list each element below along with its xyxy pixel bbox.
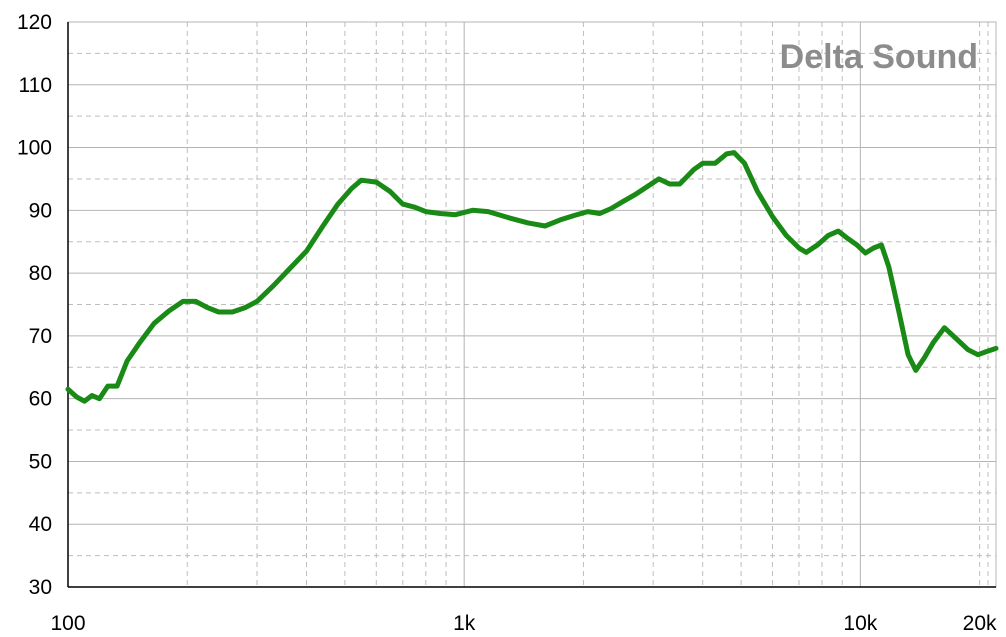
y-tick-label: 50 xyxy=(29,450,52,473)
y-tick-label: 70 xyxy=(29,325,52,348)
grid xyxy=(68,22,996,587)
x-tick-label: 20k xyxy=(963,612,997,635)
series-line xyxy=(65,150,999,404)
watermark: Delta Sound xyxy=(780,38,978,76)
y-tick-label: 110 xyxy=(19,74,52,97)
y-tick-label: 40 xyxy=(29,513,52,536)
series xyxy=(65,150,999,404)
x-tick-label: 100 xyxy=(50,612,85,635)
tick-labels: 30 40 50 60 70 80 90 100 110 120 100 1k 10k 20k xyxy=(17,11,997,635)
y-tick-label: 100 xyxy=(17,137,52,160)
axes xyxy=(67,21,997,588)
x-tick-label: 1k xyxy=(453,612,476,635)
y-tick-label: 60 xyxy=(29,388,52,411)
y-tick-label: 80 xyxy=(29,262,52,285)
y-tick-label: 120 xyxy=(17,11,52,34)
x-tick-label: 10k xyxy=(843,612,877,635)
y-tick-label: 90 xyxy=(29,199,52,222)
y-tick-label: 30 xyxy=(29,576,52,599)
